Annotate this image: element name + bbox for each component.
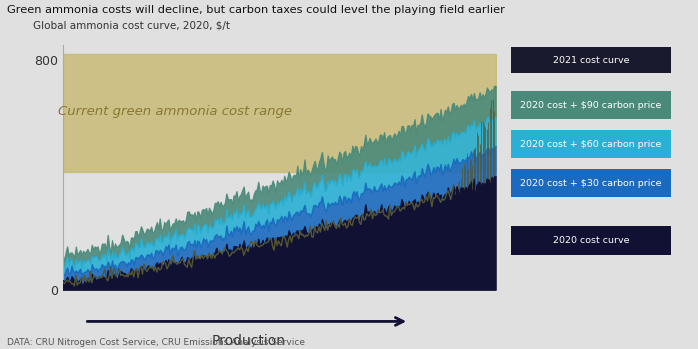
Text: 2020 cost curve: 2020 cost curve (553, 236, 629, 245)
FancyBboxPatch shape (511, 226, 671, 255)
Text: Current green ammonia cost range: Current green ammonia cost range (59, 105, 292, 118)
FancyBboxPatch shape (511, 91, 671, 119)
Text: 2021 cost curve: 2021 cost curve (553, 55, 629, 65)
Text: Global ammonia cost curve, 2020, $/t: Global ammonia cost curve, 2020, $/t (33, 21, 230, 31)
FancyBboxPatch shape (511, 130, 671, 158)
FancyBboxPatch shape (511, 169, 671, 198)
Text: DATA: CRU Nitrogen Cost Service, CRU Emissions Analysis Service: DATA: CRU Nitrogen Cost Service, CRU Emi… (7, 338, 305, 347)
FancyBboxPatch shape (511, 47, 671, 73)
Text: 2020 cost + $90 carbon price: 2020 cost + $90 carbon price (520, 101, 662, 110)
Text: Production: Production (212, 334, 286, 348)
Text: 2020 cost + $60 carbon price: 2020 cost + $60 carbon price (520, 140, 662, 149)
Text: 2020 cost + $30 carbon price: 2020 cost + $30 carbon price (520, 179, 662, 188)
Text: Green ammonia costs will decline, but carbon taxes could level the playing field: Green ammonia costs will decline, but ca… (7, 5, 505, 15)
